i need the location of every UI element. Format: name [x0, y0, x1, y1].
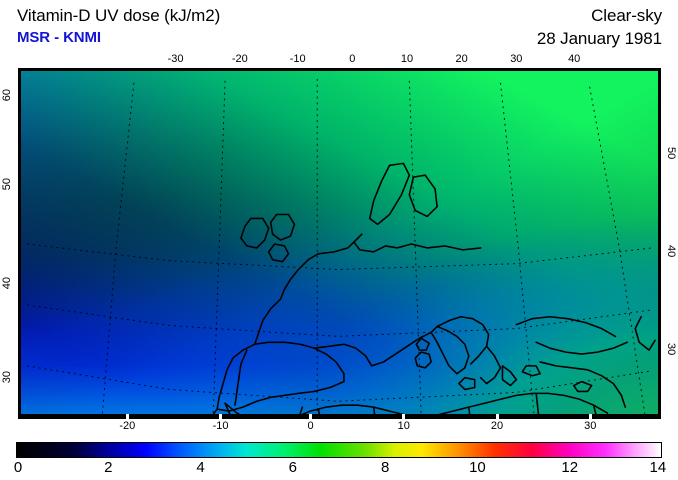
- top-axis-tick-label: 0: [349, 53, 356, 65]
- left-axis-labels: 60 50 40 30: [0, 68, 18, 419]
- top-axis-labels: -30 -20 -10 0 10 20 30 40: [18, 53, 661, 67]
- colorbar: [16, 442, 662, 458]
- colorbar-tick-label: 8: [380, 459, 390, 476]
- bottom-axis-tick-label: -20: [119, 420, 136, 432]
- right-axis-tick-label: 30: [665, 343, 677, 356]
- page-title: Vitamin-D UV dose (kJ/m2): [17, 6, 221, 25]
- bottom-axis-tick: [125, 414, 129, 419]
- top-axis-tick-label: 20: [455, 53, 468, 65]
- left-axis-tick-label: 40: [1, 276, 13, 289]
- bottom-axis-tick: [588, 414, 592, 419]
- top-axis-tick-label: 10: [400, 53, 414, 65]
- left-axis-tick-label: 60: [1, 88, 13, 102]
- colorbar-tick-label: 6: [288, 459, 298, 476]
- top-axis-tick-label: -20: [231, 53, 248, 65]
- colorbar-tick-labels: 0 2 4 6 8 10 12 14: [13, 459, 666, 477]
- bottom-axis-tick: [219, 414, 223, 419]
- bottom-axis-tick: [402, 414, 406, 419]
- bottom-axis-tick-label: 0: [307, 420, 314, 432]
- condition-label: Clear-sky: [591, 6, 662, 25]
- bottom-axis-tick-label: 10: [397, 420, 410, 432]
- bottom-axis-tick: [309, 414, 313, 419]
- top-axis-tick-label: -10: [289, 53, 306, 65]
- left-axis-tick-label: 50: [1, 178, 13, 191]
- left-axis-tick-label: 30: [1, 371, 13, 384]
- graticule-lines: [26, 78, 653, 416]
- bottom-axis-tick-label: -10: [212, 420, 229, 432]
- right-axis-tick-label: 50: [665, 146, 677, 159]
- bottom-axis-labels: -20 -10 0 10 20 30: [18, 420, 661, 434]
- top-axis-tick-label: 30: [510, 53, 523, 65]
- uv-dose-field: [21, 71, 658, 416]
- source-label: MSR - KNMI: [17, 29, 101, 46]
- bottom-axis-tick: [495, 414, 499, 419]
- date-label: 28 January 1981: [536, 29, 662, 48]
- colorbar-tick-label: 10: [469, 459, 486, 476]
- bottom-axis-tick-label: 20: [490, 420, 504, 432]
- top-axis-tick-label: -30: [167, 53, 184, 65]
- colorbar-tick-label: 4: [196, 459, 205, 476]
- colorbar-tick-label: 12: [561, 459, 579, 476]
- right-axis-labels: 50 40 30: [664, 68, 678, 419]
- coastline-overlay: [210, 162, 656, 416]
- bottom-axis-tick-label: 30: [584, 420, 597, 432]
- colorbar-tick-label: 2: [104, 459, 113, 476]
- right-axis-tick-label: 40: [665, 245, 677, 258]
- colorbar-tick-label: 0: [13, 459, 23, 476]
- map-plot-area: [18, 68, 661, 419]
- colorbar-gradient: [17, 443, 661, 457]
- colorbar-tick-label: 14: [649, 459, 667, 476]
- top-axis-tick-label: 40: [568, 53, 581, 65]
- bottom-axis-ticks: [18, 414, 661, 419]
